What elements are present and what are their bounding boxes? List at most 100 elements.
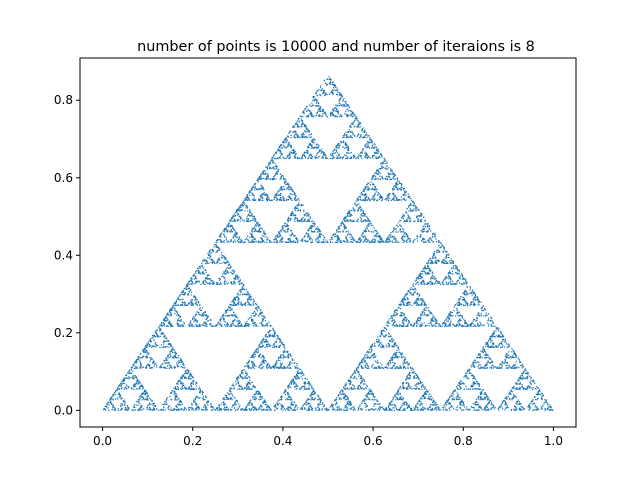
- scatter-point: [474, 388, 476, 390]
- scatter-point: [223, 261, 225, 263]
- scatter-point: [346, 109, 348, 111]
- scatter-point: [412, 288, 414, 290]
- scatter-point: [474, 383, 477, 385]
- scatter-point: [378, 198, 381, 200]
- scatter-point: [372, 147, 374, 149]
- scatter-point: [154, 405, 156, 407]
- scatter-point: [460, 319, 462, 322]
- scatter-point: [361, 377, 363, 379]
- scatter-point: [404, 316, 406, 318]
- scatter-point: [458, 383, 461, 385]
- scatter-point: [247, 364, 249, 366]
- scatter-point: [499, 363, 502, 365]
- scatter-point: [421, 394, 424, 397]
- scatter-point: [237, 302, 240, 304]
- scatter-point: [237, 403, 240, 405]
- scatter-point: [207, 404, 209, 406]
- scatter-point: [257, 188, 260, 190]
- scatter-point: [276, 241, 279, 243]
- scatter-point: [409, 304, 411, 306]
- scatter-point: [484, 407, 486, 409]
- scatter-point: [504, 346, 506, 348]
- scatter-point: [221, 283, 223, 285]
- scatter-point: [251, 230, 253, 232]
- scatter-point: [321, 241, 323, 244]
- scatter-point: [229, 271, 232, 273]
- scatter-point: [474, 362, 476, 364]
- scatter-point: [361, 152, 363, 154]
- scatter-point: [307, 387, 310, 389]
- scatter-point: [181, 375, 183, 377]
- scatter-point: [530, 376, 532, 379]
- scatter-point: [458, 398, 460, 401]
- scatter-point: [471, 322, 473, 325]
- scatter-point: [153, 364, 155, 366]
- scatter-point: [335, 86, 337, 89]
- scatter-point: [119, 409, 121, 411]
- scatter-point: [425, 240, 427, 243]
- scatter-point: [205, 402, 207, 404]
- scatter-point: [287, 136, 290, 138]
- scatter-point: [258, 307, 260, 309]
- scatter-point: [350, 375, 352, 378]
- scatter-point: [473, 299, 475, 301]
- scatter-point: [485, 363, 487, 365]
- scatter-point: [224, 394, 226, 397]
- scatter-point: [249, 241, 251, 243]
- scatter-point: [152, 407, 155, 409]
- scatter-point: [356, 367, 358, 369]
- scatter-point: [249, 210, 251, 212]
- scatter-point: [343, 228, 345, 230]
- scatter-point: [406, 375, 408, 377]
- scatter-point: [266, 198, 269, 201]
- scatter-point: [321, 407, 324, 409]
- scatter-point: [502, 408, 504, 410]
- scatter-point: [388, 404, 390, 406]
- scatter-point: [132, 371, 134, 373]
- scatter-point: [164, 409, 166, 411]
- scatter-point: [532, 398, 534, 400]
- scatter-point: [398, 188, 401, 190]
- scatter-point: [301, 203, 303, 205]
- scatter-point: [420, 298, 423, 300]
- scatter-point: [393, 185, 396, 187]
- scatter-point: [388, 340, 391, 342]
- scatter-point: [405, 299, 407, 301]
- scatter-point: [344, 385, 346, 387]
- scatter-point: [350, 114, 352, 116]
- scatter-point: [335, 107, 337, 109]
- scatter-point: [136, 367, 138, 369]
- scatter-point: [313, 393, 315, 395]
- scatter-point: [315, 240, 317, 242]
- scatter-point: [442, 281, 444, 283]
- scatter-point: [385, 165, 387, 168]
- scatter-point: [287, 185, 290, 187]
- scatter-point: [457, 269, 459, 271]
- scatter-point: [252, 406, 254, 409]
- scatter-point: [373, 399, 375, 401]
- scatter-point: [394, 195, 396, 197]
- scatter-point: [329, 78, 331, 81]
- scatter-point: [229, 241, 231, 243]
- scatter-point: [149, 357, 151, 359]
- scatter-point: [249, 236, 251, 238]
- scatter-point: [296, 408, 298, 410]
- scatter-point: [233, 229, 235, 231]
- scatter-point: [190, 384, 192, 386]
- scatter-point: [309, 405, 311, 407]
- scatter-point: [383, 241, 385, 244]
- scatter-point: [148, 409, 150, 411]
- scatter-point: [343, 134, 346, 136]
- scatter-point: [378, 407, 380, 409]
- scatter-point: [345, 216, 347, 218]
- scatter-point: [160, 344, 163, 346]
- scatter-point: [348, 400, 350, 402]
- scatter-point: [148, 340, 150, 342]
- scatter-point: [145, 345, 147, 347]
- scatter-point: [284, 393, 287, 396]
- scatter-point: [293, 409, 295, 411]
- scatter-point: [198, 391, 201, 393]
- scatter-point: [268, 321, 270, 323]
